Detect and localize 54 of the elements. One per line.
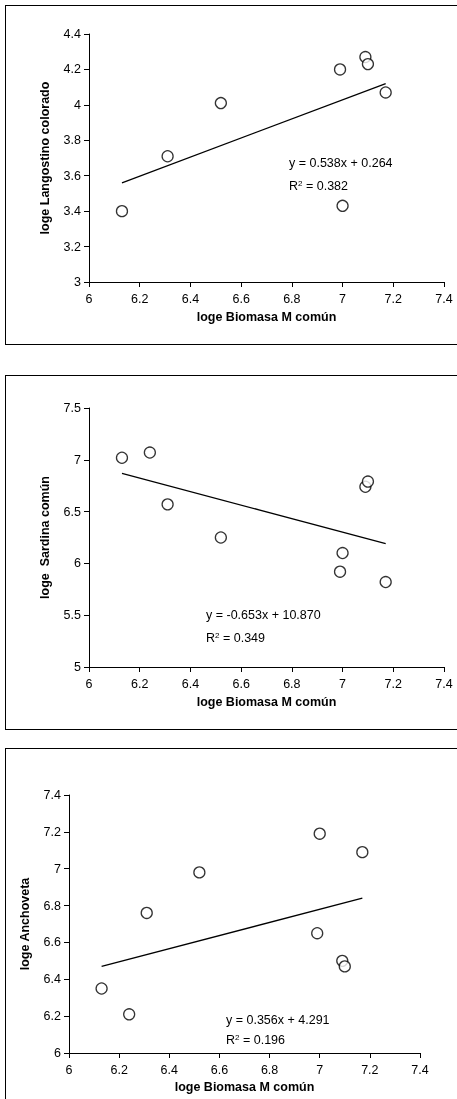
y-tick-label: 3.6 — [63, 168, 82, 183]
y-tick-label: 7.4 — [43, 788, 62, 802]
x-tick-label: 6.6 — [232, 676, 250, 691]
x-tick-label: 7 — [339, 676, 347, 691]
x-tick-label: 7.4 — [435, 676, 453, 691]
x-tick-label: 6.2 — [110, 1062, 128, 1077]
y-axis-title: loge Sardina común — [37, 476, 52, 599]
x-tick-label: 6.2 — [131, 676, 149, 691]
y-tick-label: 6 — [54, 1046, 62, 1060]
x-tick-label: 7.4 — [435, 291, 453, 306]
y-tick-label: 4.2 — [63, 62, 82, 77]
x-tick-label: 6.4 — [181, 676, 200, 691]
y-tick-label: 6.6 — [43, 935, 62, 950]
y-tick-label: 3.2 — [63, 239, 82, 254]
y-tick-label: 7.2 — [43, 824, 62, 839]
y-tick-label: 6.2 — [43, 1009, 62, 1024]
x-tick-label: 7.2 — [361, 1062, 379, 1077]
x-tick-label: 6.6 — [232, 291, 250, 306]
y-tick-label: 7 — [54, 861, 62, 876]
y-tick-label: 5 — [74, 660, 82, 674]
annotation: y = 0.356x + 4.291 — [225, 1012, 330, 1027]
y-tick-label: 6.8 — [43, 898, 62, 913]
annotation: y = 0.538x + 0.264 — [288, 155, 393, 170]
x-tick-label: 6 — [85, 676, 93, 691]
y-axis-title: loge Langostino colorado — [37, 81, 52, 235]
y-axis-title: loge Anchoveta — [17, 876, 32, 971]
y-tick-label: 3.8 — [63, 133, 82, 148]
y-tick-label: 7.5 — [63, 401, 82, 415]
x-tick-label: 6 — [85, 291, 93, 306]
y-tick-label: 4 — [74, 97, 82, 112]
annotation: y = -0.653x + 10.870 — [206, 607, 321, 622]
x-tick-label: 7.4 — [411, 1062, 429, 1077]
x-tick-label: 6.8 — [260, 1062, 279, 1077]
y-tick-label: 5.5 — [63, 608, 82, 623]
x-tick-label: 7.2 — [384, 676, 403, 691]
x-tick-label: 6.2 — [131, 291, 149, 306]
x-tick-label: 7 — [316, 1062, 324, 1077]
x-tick-label: 6.8 — [283, 676, 301, 691]
x-axis-title: loge Biomasa M común — [196, 309, 337, 324]
x-tick-label: 6.8 — [283, 291, 301, 306]
y-tick-label: 3 — [74, 275, 82, 289]
y-tick-label: 7 — [74, 452, 82, 467]
y-tick-label: 4.4 — [63, 27, 82, 41]
x-axis-title: loge Biomasa M común — [174, 1080, 315, 1095]
x-tick-label: 7.2 — [384, 291, 403, 306]
x-tick-label: 7 — [339, 291, 347, 306]
y-tick-label: 3.4 — [63, 204, 82, 219]
x-tick-label: 6.4 — [181, 291, 200, 306]
y-tick-label: 6.4 — [43, 972, 62, 987]
y-tick-label: 6.5 — [63, 504, 82, 519]
x-axis-title: loge Biomasa M común — [196, 694, 337, 709]
x-tick-label: 6.6 — [210, 1062, 229, 1077]
y-tick-label: 6 — [74, 556, 82, 571]
x-tick-label: 6.4 — [160, 1062, 179, 1077]
